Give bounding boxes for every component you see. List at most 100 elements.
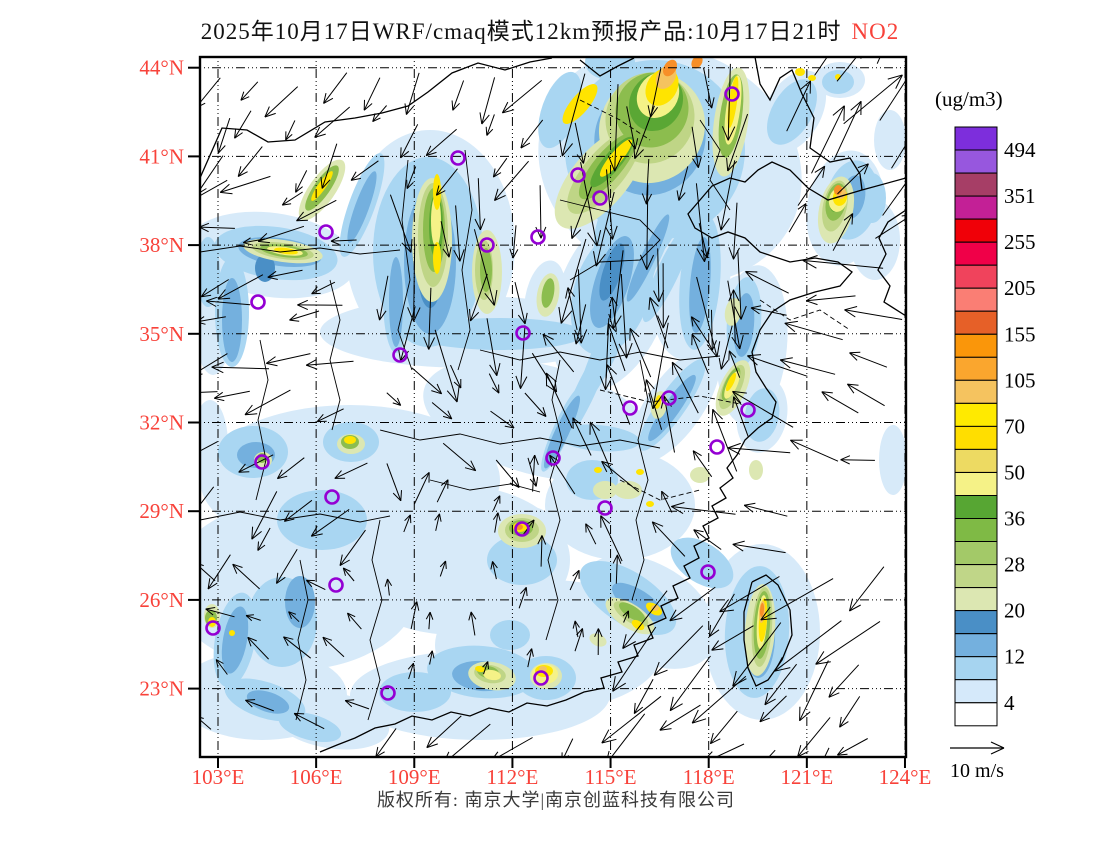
wind-arrow (669, 586, 716, 622)
colorbar-box (954, 218, 998, 243)
wind-arrow (774, 620, 842, 672)
lat-label: 26°N (139, 588, 184, 612)
wind-arrow (211, 361, 270, 374)
concentration-blob (562, 83, 598, 125)
wind-arrow (266, 353, 311, 367)
concentration-blob (490, 620, 530, 650)
wind-arrow (297, 299, 343, 311)
wind-arrow (728, 202, 740, 260)
concentration-blob (285, 576, 315, 628)
wind-arrow (727, 280, 744, 350)
wind-arrow (406, 166, 417, 189)
wind-arrow (709, 710, 738, 745)
wind-arrow (515, 325, 528, 389)
wind-arrow (639, 184, 655, 270)
wind-arrow (492, 157, 508, 178)
province-boundary (545, 359, 563, 641)
wind-arrow (234, 110, 252, 139)
wind-arrow (659, 704, 701, 731)
station-marker (597, 500, 613, 516)
wind-arrow (797, 717, 831, 757)
wind-arrow (622, 590, 668, 649)
wind-legend-label: 10 m/s (950, 760, 1004, 782)
station-marker (205, 620, 221, 636)
wind-arrow (644, 379, 663, 430)
wind-arrow (314, 106, 351, 138)
station-marker (318, 224, 334, 240)
province-boundary (397, 159, 413, 371)
wind-arrow (732, 390, 794, 428)
wind-arrow (311, 281, 336, 295)
wind-arrow (485, 114, 495, 136)
station-marker (724, 86, 740, 102)
wind-arrow (245, 614, 261, 622)
colorbar-box (954, 241, 998, 266)
wind-arrow (293, 712, 325, 730)
wind-arrow (347, 612, 362, 630)
concentration-blob (379, 672, 451, 712)
wind-arrow (708, 593, 735, 638)
wind-arrow (473, 229, 498, 306)
wind-arrow (633, 679, 654, 714)
concentration-blob (642, 221, 694, 323)
wind-arrow (334, 462, 368, 479)
concentration-blob (229, 630, 235, 636)
wind-arrow (251, 491, 278, 540)
concentration-blob (795, 68, 805, 76)
concentration-blob (614, 481, 642, 499)
colorbar-box (954, 633, 998, 658)
colorbar-box (954, 587, 998, 612)
wind-arrow (691, 333, 709, 374)
wind-arrow (745, 271, 789, 294)
wind-arrow (469, 273, 488, 322)
axis-ticks: 44°N 41°N 38°N 35°N 32°N 29°N 26°N 23°N 103°E 106… (139, 56, 931, 789)
wind-arrow (728, 350, 741, 378)
wind-arrow (200, 563, 216, 582)
concentration-blob (725, 372, 737, 392)
wind-arrow (633, 105, 655, 159)
station-marker (515, 325, 531, 341)
wind-arrow (514, 281, 528, 325)
wind-arrow (653, 625, 704, 676)
wind-arrow (727, 442, 791, 455)
concentration-blob (691, 57, 703, 69)
wind-arrow (837, 163, 869, 195)
province-boundary (429, 479, 541, 493)
colorbar-tick-label: 494 (1004, 138, 1036, 162)
concentration-blob (278, 711, 342, 743)
wind-arrow (844, 306, 903, 320)
wind-arrow (488, 373, 500, 394)
wind-arrow (815, 620, 881, 665)
national-border (200, 57, 553, 179)
wind-arrow (671, 361, 699, 414)
wind-arrow (764, 663, 797, 706)
colorbar-tick-label: 70 (1004, 414, 1025, 438)
wind-arrow (879, 79, 906, 121)
lat-label: 23°N (139, 677, 184, 701)
wind-arrow (372, 105, 387, 123)
colorbar-tick-label: 155 (1004, 322, 1036, 346)
station-marker (700, 564, 716, 580)
colorbar-box (954, 679, 998, 704)
colorbar-box (954, 172, 998, 197)
wind-arrow (882, 181, 906, 216)
colorbar-box (954, 425, 998, 450)
wind-arrow (200, 391, 218, 393)
province-boundary (295, 559, 309, 721)
station-marker (709, 439, 725, 455)
colorbar-tick-label: 12 (1004, 645, 1025, 669)
map-interior (200, 57, 906, 757)
concentration-blob (822, 70, 854, 94)
wind-arrow (589, 421, 613, 474)
wind-arrow (840, 455, 875, 465)
wind-arrow (276, 549, 298, 584)
colorbar-box (954, 356, 998, 381)
wind-arrow (676, 166, 689, 201)
station-marker (328, 577, 344, 593)
wind-arrow (671, 502, 736, 515)
province-boundary (200, 511, 391, 523)
wind-arrow (295, 170, 308, 193)
wind-arrow (606, 323, 626, 372)
wind-arrow (205, 607, 235, 618)
wind-arrow (784, 320, 843, 341)
